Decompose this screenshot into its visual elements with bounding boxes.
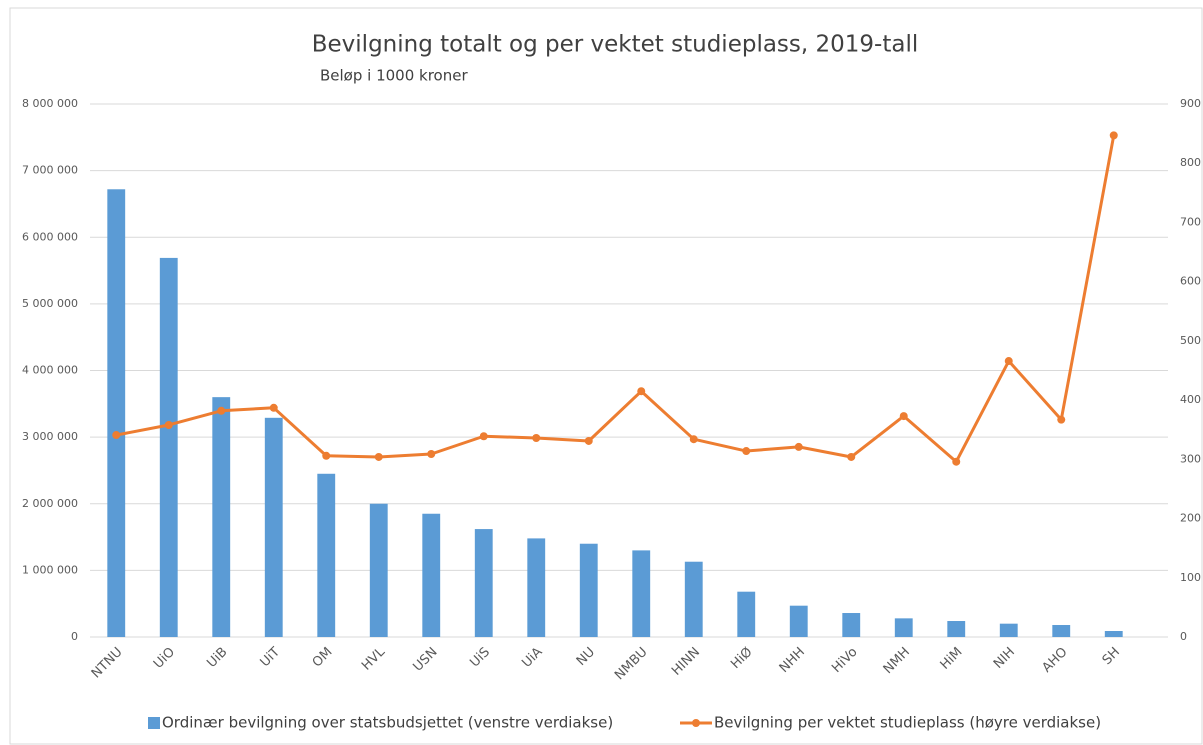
legend-label: Bevilgning per vektet studieplass (høyre… [714,714,1101,732]
line-marker [269,403,278,412]
line-marker [847,452,856,461]
bar [632,550,651,637]
bar [317,473,336,637]
y2-tick-label: 800 [1180,156,1201,169]
y2-tick-label: 900 [1180,97,1201,110]
y-tick-label: 5 000 000 [22,297,78,310]
legend-swatch [148,717,160,729]
y2-tick-label: 600 [1180,275,1201,288]
bar [894,618,913,637]
line-marker [794,442,803,451]
y-tick-label: 4 000 000 [22,364,78,377]
bar [737,591,756,637]
line-marker [479,432,488,441]
bar [527,538,546,637]
y-tick-label: 2 000 000 [22,497,78,510]
bar [1104,631,1123,637]
y-tick-label: 7 000 000 [22,164,78,177]
bar [1052,625,1071,637]
y-tick-label: 0 [71,630,78,643]
bar [474,529,493,637]
y2-tick-label: 500 [1180,334,1201,347]
bar [579,543,598,637]
line-marker [899,412,908,421]
bar [684,561,703,637]
line-marker [164,420,173,429]
line-marker [1057,415,1066,424]
bar [212,397,231,637]
bar [842,613,861,637]
line-marker [532,434,541,443]
y2-tick-label: 0 [1180,630,1187,643]
line-marker [112,431,121,440]
bar [999,623,1018,637]
line-marker [322,451,331,460]
line-marker [374,452,383,461]
y2-tick-label: 300 [1180,452,1201,465]
line [115,135,1116,464]
line-marker [584,436,593,445]
legend-label: Ordinær bevilgning over statsbudsjettet … [162,714,613,732]
chart-title: Bevilgning totalt og per vektet studiepl… [312,32,919,58]
bar [422,513,441,637]
y2-tick-label: 200 [1180,512,1201,525]
legend-swatch [692,719,700,727]
bar [947,621,966,637]
y2-tick-label: 100 [1180,571,1201,584]
line-marker [1004,357,1013,366]
line-marker [217,406,226,415]
y-tick-label: 1 000 000 [22,563,78,576]
y2-tick-label: 700 [1180,215,1201,228]
y-tick-label: 8 000 000 [22,97,78,110]
y-tick-label: 6 000 000 [22,230,78,243]
line-marker [952,457,961,466]
chart-subtitle: Beløp i 1000 kroner [320,67,468,85]
line-marker [689,435,698,444]
bar [107,189,126,637]
y-tick-label: 3 000 000 [22,430,78,443]
line-marker [637,387,646,396]
chart-border [9,7,1203,745]
bar [369,503,388,637]
bar [264,417,283,637]
line-marker [742,447,751,456]
y2-tick-label: 400 [1180,393,1201,406]
line-marker [427,450,436,459]
line-marker [1109,131,1118,140]
bar [789,605,808,637]
bar [159,257,178,637]
